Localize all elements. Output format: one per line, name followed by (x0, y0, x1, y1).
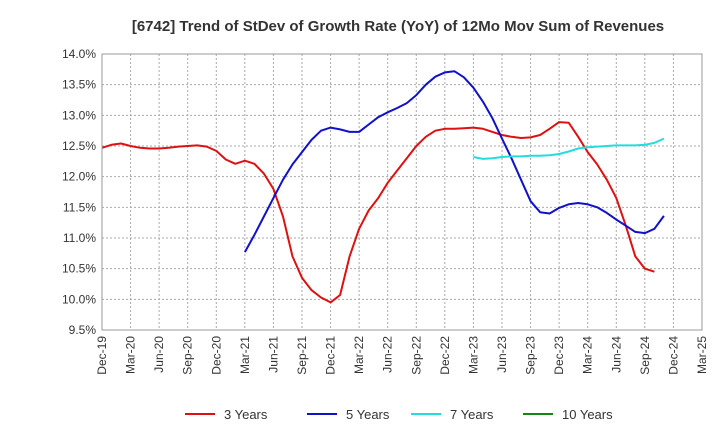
grid (101, 53, 703, 331)
y-tick-label: 14.0% (62, 47, 96, 61)
x-tick-label: Sep-21 (295, 336, 309, 375)
y-tick-label: 11.5% (63, 200, 96, 214)
legend-label-7-years: 7 Years (450, 407, 494, 422)
legend-label-10-years: 10 Years (562, 407, 613, 422)
x-tick-label: Sep-22 (409, 336, 423, 375)
x-tick-label: Mar-22 (352, 336, 366, 374)
x-tick-label: Jun-23 (495, 336, 509, 373)
x-tick-label: Jun-21 (266, 336, 280, 373)
y-axis-ticks: 9.5% 10.0% 10.5% 11.0% 11.5% 12.0% 12.5% 13.0% 1… (62, 47, 96, 337)
x-tick-label: Mar-21 (238, 336, 252, 374)
legend-label-5-years: 5 Years (346, 407, 390, 422)
y-tick-label: 10.0% (62, 292, 96, 306)
y-tick-label: 13.5% (62, 78, 96, 92)
x-tick-label: Sep-24 (638, 336, 652, 375)
x-tick-label: Dec-19 (95, 336, 109, 375)
legend: 3 Years 5 Years 7 Years 10 Years (185, 407, 613, 422)
plot-area (102, 54, 702, 330)
x-tick-label: Mar-24 (581, 336, 595, 374)
y-tick-label: 13.0% (62, 108, 96, 122)
y-tick-label: 9.5% (69, 323, 97, 337)
series-line-3-years (101, 121, 655, 304)
x-tick-label: Sep-23 (524, 336, 538, 375)
plot-border (101, 53, 703, 331)
y-tick-label: 10.5% (62, 262, 96, 276)
x-tick-label: Jun-24 (609, 336, 623, 373)
series-group (101, 70, 665, 304)
x-tick-label: Mar-25 (695, 336, 709, 374)
x-tick-label: Jun-20 (152, 336, 166, 373)
x-tick-label: Mar-20 (124, 336, 138, 374)
x-tick-label: Sep-20 (181, 336, 195, 375)
y-tick-label: 12.5% (62, 139, 96, 153)
x-tick-label: Dec-24 (666, 336, 680, 375)
series-line-5-years (244, 70, 665, 253)
y-tick-label: 11.0% (63, 231, 96, 245)
x-tick-label: Dec-21 (324, 336, 338, 375)
legend-label-3-years: 3 Years (224, 407, 268, 422)
x-tick-label: Dec-20 (209, 336, 223, 375)
x-tick-label: Mar-23 (466, 336, 480, 374)
chart-title: [6742] Trend of StDev of Growth Rate (Yo… (132, 18, 664, 35)
x-tick-label: Dec-22 (438, 336, 452, 375)
x-tick-label: Jun-22 (381, 336, 395, 373)
series-line-7-years (473, 137, 665, 160)
x-axis-ticks: Dec-19 Mar-20 Jun-20 Sep-20 Dec-20 Mar-21 Jun-… (95, 336, 709, 375)
x-tick-label: Dec-23 (552, 336, 566, 375)
y-tick-label: 12.0% (62, 170, 96, 184)
